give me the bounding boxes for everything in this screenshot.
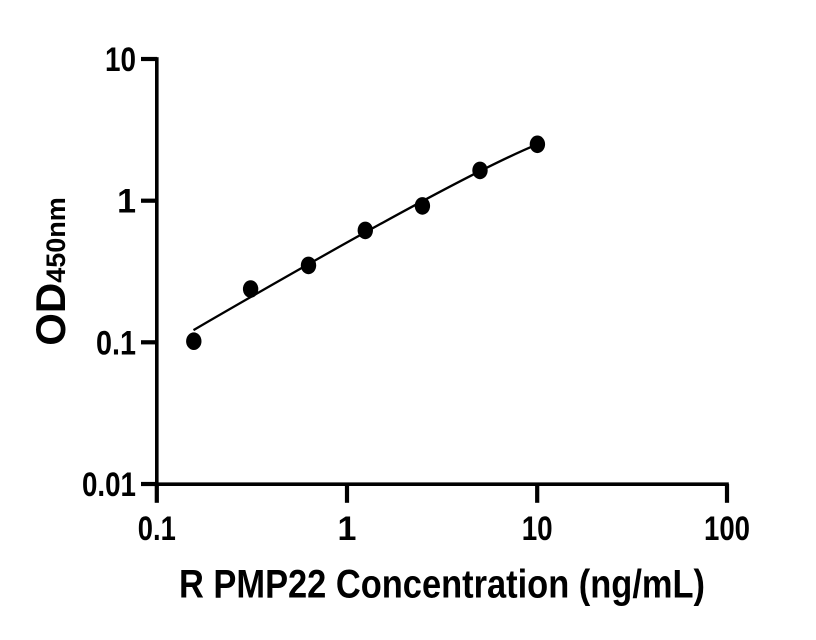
svg-text:0.1: 0.1 [96,324,136,362]
svg-text:100: 100 [704,510,750,548]
svg-text:R PMP22 Concentration (ng/mL): R PMP22 Concentration (ng/mL) [179,563,705,607]
svg-text:10: 10 [522,510,553,548]
svg-text:10: 10 [105,41,136,79]
svg-text:0.1: 0.1 [138,510,176,548]
svg-text:1: 1 [338,510,357,548]
svg-text:0.01: 0.01 [82,466,136,504]
svg-text:1: 1 [117,183,136,221]
